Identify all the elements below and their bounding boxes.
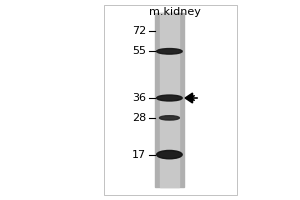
Bar <box>160 13 178 187</box>
Text: 28: 28 <box>132 113 146 123</box>
Ellipse shape <box>157 150 182 159</box>
Polygon shape <box>185 93 193 103</box>
Ellipse shape <box>157 49 182 54</box>
Text: m.kidney: m.kidney <box>149 7 201 17</box>
Bar <box>104 5 237 195</box>
Ellipse shape <box>160 116 179 120</box>
Text: 72: 72 <box>132 26 146 36</box>
Text: 36: 36 <box>132 93 146 103</box>
Ellipse shape <box>157 95 182 101</box>
Text: 55: 55 <box>132 46 146 56</box>
Text: 17: 17 <box>132 150 146 160</box>
Bar <box>155 13 184 187</box>
